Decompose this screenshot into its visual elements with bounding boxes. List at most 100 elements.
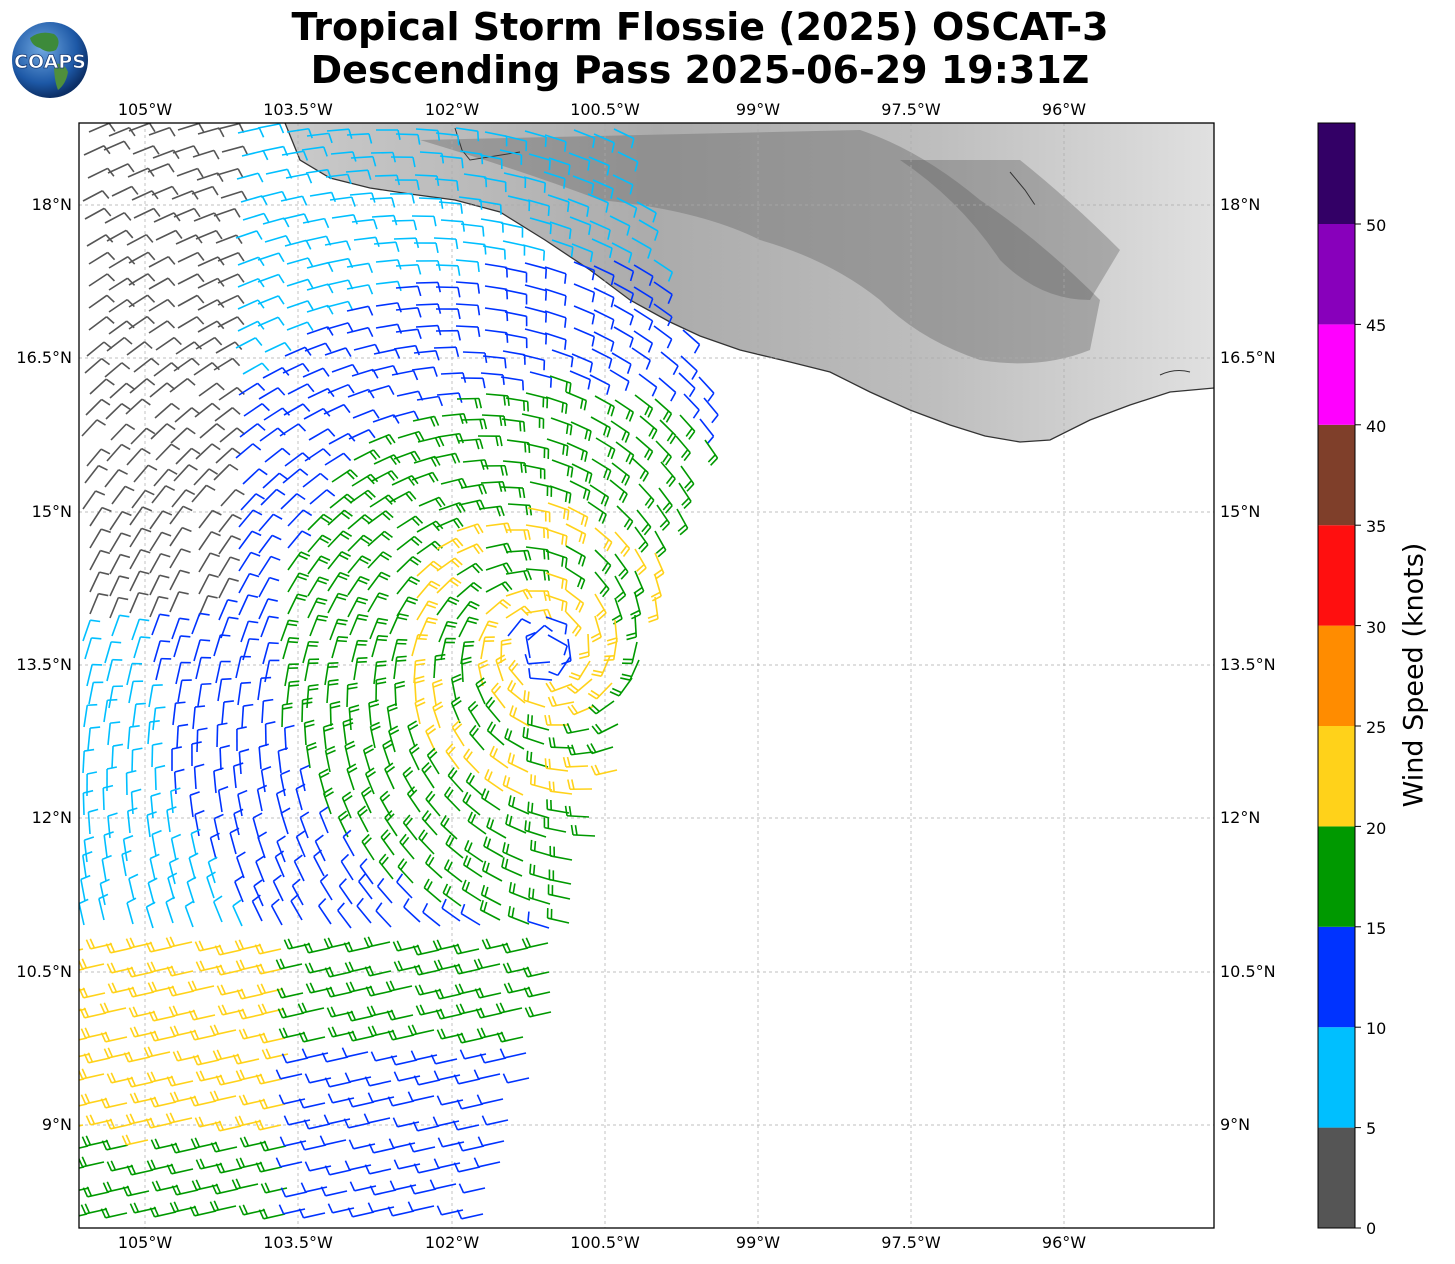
colorbar-bin bbox=[1318, 123, 1355, 224]
wind-barb bbox=[286, 300, 314, 310]
wind-barb bbox=[146, 811, 157, 838]
wind-barb bbox=[176, 723, 189, 749]
wind-barb bbox=[143, 1046, 171, 1058]
wind-barb bbox=[331, 469, 358, 483]
wind-barb bbox=[569, 370, 592, 390]
wind-barb bbox=[586, 743, 614, 755]
wind-barb bbox=[256, 983, 284, 995]
wind-barb bbox=[460, 483, 488, 495]
wind-barb bbox=[104, 469, 128, 488]
wind-barb bbox=[384, 762, 396, 790]
wind-barb bbox=[290, 893, 303, 921]
wind-barb bbox=[149, 1096, 177, 1108]
wind-barb bbox=[304, 1161, 332, 1172]
wind-barb bbox=[165, 1112, 193, 1124]
wind-barb bbox=[342, 718, 354, 745]
wind-barb bbox=[351, 473, 379, 487]
wind-barb bbox=[502, 842, 524, 862]
wind-barb bbox=[198, 531, 221, 551]
wind-barb bbox=[129, 527, 152, 548]
wind-barb bbox=[99, 878, 110, 906]
wind-barb bbox=[551, 239, 574, 258]
wind-barb bbox=[433, 1158, 461, 1169]
wind-barb bbox=[213, 207, 241, 218]
wind-barb bbox=[342, 829, 355, 857]
wind-barb bbox=[298, 1031, 326, 1043]
wind-barb bbox=[502, 1073, 530, 1084]
wind-barb bbox=[89, 528, 111, 549]
wind-barb bbox=[318, 768, 330, 796]
wind-barb bbox=[459, 1049, 487, 1060]
wind-barb bbox=[524, 328, 548, 345]
wind-barb bbox=[79, 1213, 88, 1217]
wind-barb bbox=[524, 262, 548, 279]
wind-barb bbox=[167, 985, 195, 997]
wind-barb bbox=[410, 1050, 438, 1061]
wind-barb bbox=[456, 562, 484, 576]
wind-barb bbox=[299, 1140, 327, 1151]
wind-barb bbox=[460, 903, 481, 926]
wind-barb bbox=[464, 840, 484, 863]
wind-barb bbox=[394, 179, 420, 191]
wind-barb bbox=[234, 939, 262, 951]
wind-barb bbox=[387, 1096, 415, 1107]
wind-barb bbox=[397, 430, 425, 442]
wind-barb bbox=[589, 484, 610, 507]
wind-barb bbox=[609, 677, 633, 697]
wind-barb bbox=[188, 1009, 216, 1021]
wind-barb bbox=[380, 829, 395, 856]
wind-barb bbox=[304, 658, 320, 682]
wind-barb bbox=[125, 398, 151, 415]
wind-barb bbox=[195, 229, 223, 240]
lat-tick-label: 13.5°N bbox=[1220, 655, 1276, 674]
wind-barb bbox=[287, 551, 311, 571]
wind-barb bbox=[304, 342, 332, 353]
wind-barb bbox=[105, 1118, 133, 1130]
wind-barb bbox=[198, 552, 220, 573]
wind-barb bbox=[680, 355, 698, 380]
wind-barb bbox=[451, 719, 465, 747]
wind-barb bbox=[440, 219, 466, 232]
wind-barb bbox=[194, 1116, 222, 1128]
wind-barb bbox=[322, 787, 334, 815]
wind-barb bbox=[320, 1186, 348, 1197]
wind-barb bbox=[475, 1007, 503, 1019]
wind-barb bbox=[279, 769, 291, 797]
wind-barb bbox=[242, 212, 270, 223]
wind-barb bbox=[501, 857, 523, 877]
wind-barb bbox=[329, 196, 356, 207]
wind-barb bbox=[456, 1209, 484, 1220]
wind-barb bbox=[544, 266, 567, 284]
wind-barb bbox=[216, 722, 228, 748]
wind-barb bbox=[453, 963, 481, 975]
wind-barb bbox=[346, 133, 373, 144]
colorbar-frame bbox=[1317, 122, 1356, 1229]
lat-tick-label: 9°N bbox=[42, 1115, 72, 1134]
wind-barb bbox=[433, 653, 446, 679]
wind-barb bbox=[128, 680, 144, 704]
wind-barb bbox=[306, 683, 319, 709]
wind-barb bbox=[593, 331, 615, 352]
wind-barb bbox=[698, 376, 715, 402]
wind-barb bbox=[548, 157, 571, 175]
wind-barb bbox=[347, 1207, 375, 1218]
wind-barb bbox=[403, 898, 421, 923]
wind-barb bbox=[658, 377, 677, 402]
wind-barb bbox=[79, 987, 106, 999]
wind-barb bbox=[455, 325, 481, 338]
wind-barb bbox=[189, 791, 200, 818]
wind-barb bbox=[522, 966, 550, 978]
wind-barb bbox=[432, 701, 444, 729]
wind-barb bbox=[154, 764, 166, 791]
wind-barb bbox=[217, 786, 229, 813]
wind-barb bbox=[240, 493, 265, 511]
wind-barb bbox=[413, 675, 425, 702]
lat-ticks-right: 18°N 16.5°N 15°N 13.5°N 12°N 10.5°N 9°N bbox=[1220, 195, 1276, 1134]
wind-barb bbox=[396, 555, 422, 573]
wind-barb bbox=[350, 155, 377, 167]
wind-barb bbox=[309, 614, 329, 637]
wind-barb bbox=[103, 831, 114, 858]
wind-barb bbox=[507, 752, 529, 773]
wind-barb bbox=[611, 352, 632, 374]
wind-barb bbox=[396, 596, 419, 617]
